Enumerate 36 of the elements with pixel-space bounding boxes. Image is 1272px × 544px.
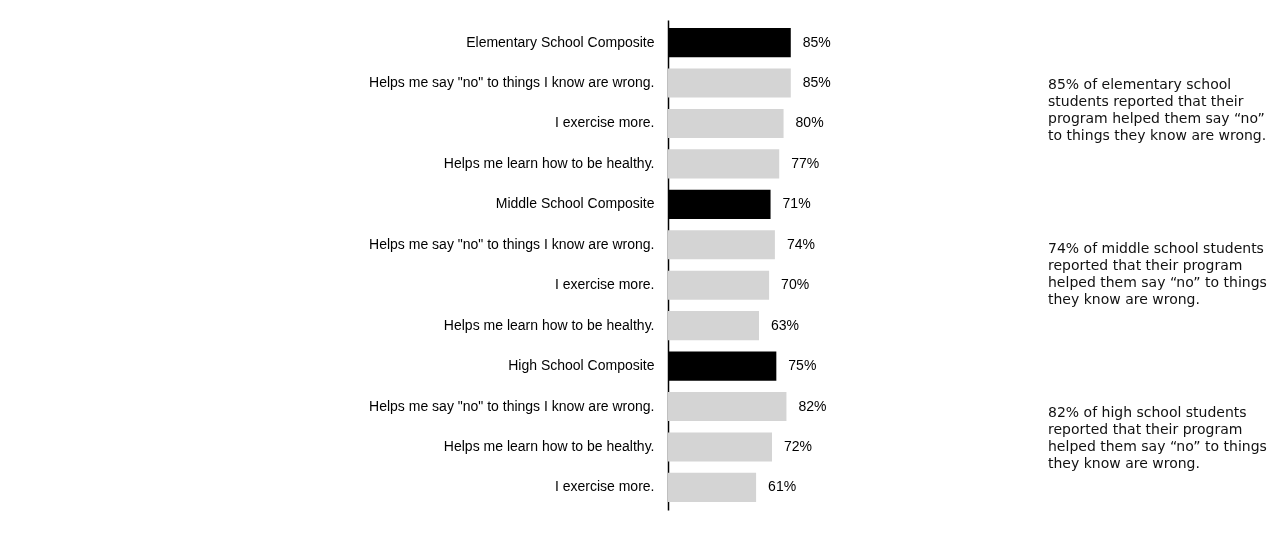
- bar: [668, 391, 787, 422]
- data-label: 71%: [782, 195, 811, 212]
- text: 74% of middle school students reported that their program helped them say “no” to things they know are wrong.: [1048, 240, 1268, 308]
- y-tick-label: I exercise more.: [554, 276, 655, 293]
- y-tick-label: I exercise more.: [554, 114, 655, 131]
- bar: [668, 108, 784, 139]
- bar: [668, 149, 780, 179]
- data-label: 63%: [771, 316, 800, 333]
- y-tick-label: Middle School Composite: [495, 195, 655, 212]
- bar: [668, 230, 775, 260]
- data-label: 61%: [768, 478, 797, 495]
- data-label: 70%: [781, 276, 810, 293]
- data-label: 77%: [791, 154, 820, 171]
- y-tick-label: Helps me learn how to be healthy.: [443, 154, 655, 171]
- text: 82% of high school students reported that their program helped them say “no” to things they know are wrong.: [1048, 404, 1268, 472]
- data-label: 75%: [788, 357, 817, 374]
- data-label: 72%: [784, 437, 813, 454]
- bar: [668, 311, 759, 341]
- data-label: 74%: [786, 235, 815, 252]
- data-label: 80%: [795, 114, 824, 131]
- y-tick-label: Helps me learn how to be healthy.: [443, 316, 655, 333]
- y-tick-label: Helps me say "no" to things I know are wrong.: [369, 397, 655, 414]
- y-tick-label: Helps me say "no" to things I know are wrong.: [369, 235, 655, 252]
- bar: [668, 270, 770, 300]
- bar: [668, 68, 791, 98]
- y-tick-label: Helps me learn how to be healthy.: [443, 437, 655, 454]
- text: 85% of elementary school students reported that their program helped them say “no” to things they know are wrong.: [1048, 76, 1268, 144]
- y-tick-label: High School Composite: [508, 357, 655, 374]
- data-label: 85%: [802, 74, 831, 91]
- bar: [668, 472, 757, 502]
- bar: [668, 432, 772, 462]
- y-tick-label: I exercise more.: [554, 478, 655, 495]
- data-label: 82%: [798, 397, 827, 414]
- y-tick-label: Helps me say "no" to things I know are wrong.: [369, 74, 655, 91]
- y-tick-label: Elementary School Composite: [466, 33, 655, 50]
- data-label: 85%: [802, 33, 831, 50]
